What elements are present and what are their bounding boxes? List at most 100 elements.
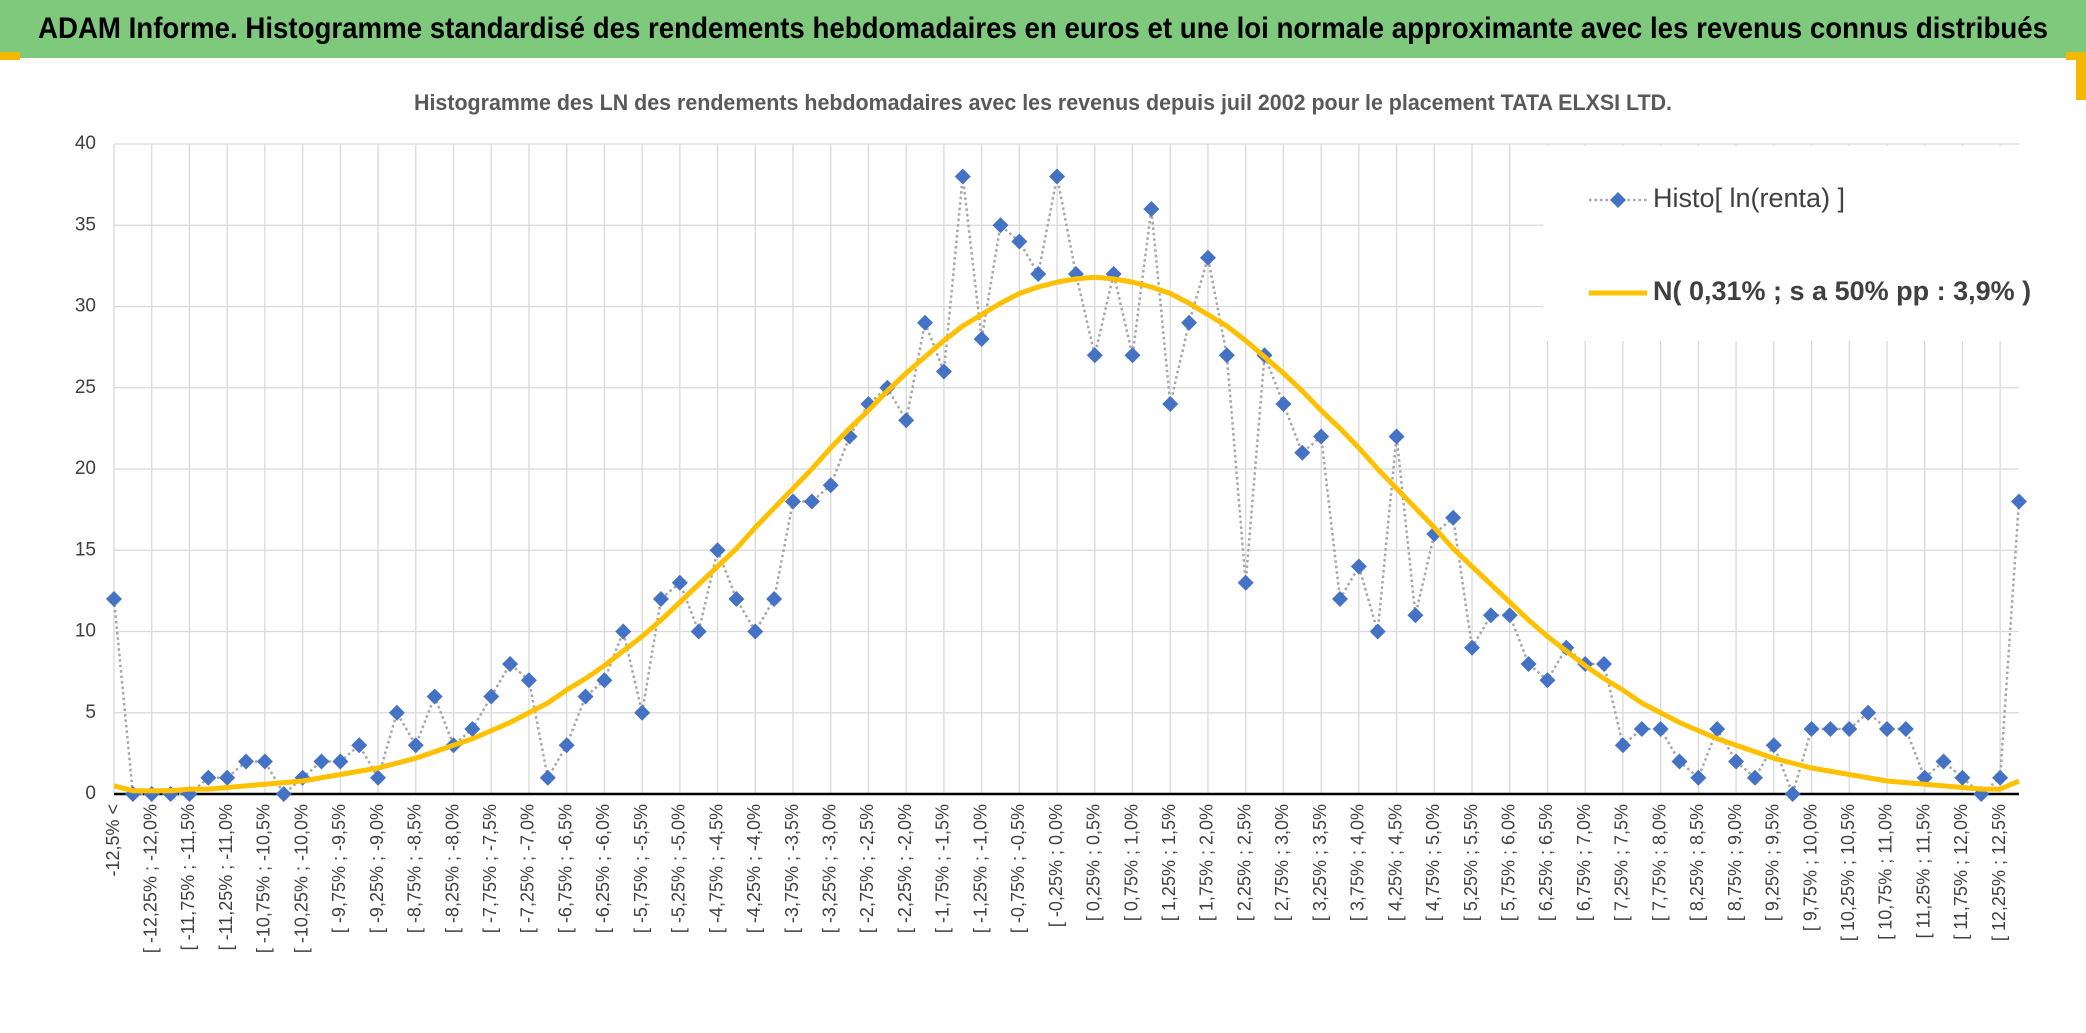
x-tick-label: [ -2,75% ; -2,5% [857,804,877,933]
y-tick-label: 0 [85,783,96,804]
header-title: ADAM Informe. Histogramme standardisé de… [38,12,2048,45]
data-point [275,786,292,802]
data-point [1482,607,1499,624]
x-tick-label: [ 9,75% ; 10,0% [1800,804,1820,931]
x-tick-label: [ -6,75% ; -6,5% [555,804,575,933]
series-line [113,274,2020,794]
data-point [464,721,481,737]
data-point [1294,444,1311,461]
x-tick-label: [ -9,75% ; -9,5% [329,804,349,933]
x-tick-label: [ -3,25% ; -3,0% [819,804,839,933]
legend-label: Histo[ ln(renta) ] [1653,183,1845,213]
x-tick-label: [ 3,75% ; 4,0% [1348,804,1368,921]
x-tick-label: [ 8,75% ; 9,0% [1725,804,1745,921]
x-tick-label: [ 4,75% ; 5,0% [1423,804,1443,921]
x-tick-label: [ -5,75% ; -5,5% [631,804,651,933]
data-point [634,704,651,721]
data-point [1464,639,1481,656]
data-point [351,737,368,754]
data-point [426,688,443,705]
data-point [1878,721,1895,737]
data-point [1765,737,1782,754]
data-point [1935,753,1952,770]
data-point [200,769,217,786]
data-point [917,314,934,331]
data-point [1086,347,1103,364]
data-point [615,623,632,640]
x-tick-label: [ -8,25% ; -8,0% [442,804,462,933]
data-point [992,217,1009,234]
data-point [709,542,726,559]
data-point [1331,591,1348,607]
x-tick-label: [ -12,25% ; -12,0% [140,804,160,953]
data-point [1614,737,1631,754]
data-point [313,753,330,770]
x-tick-label: [ -10,25% ; -10,0% [291,804,311,953]
data-point [1218,347,1235,364]
x-tick-label: [ 5,75% ; 6,0% [1498,804,1518,921]
data-point [483,688,500,705]
corner [2066,52,2086,60]
x-tick-label: [ 2,25% ; 2,5% [1234,804,1254,921]
data-point [502,656,519,672]
data-point [1860,704,1877,721]
data-point [520,672,537,689]
data-point [1350,558,1367,575]
data-point [1746,769,1763,786]
data-point [1049,168,1066,185]
data-point [256,753,273,770]
x-tick-label: [ 5,25% ; 5,5% [1461,804,1481,921]
data-point [766,591,783,607]
data-point [1709,721,1726,737]
data-point [577,688,594,705]
x-tick-label: [ 11,25% ; 11,5% [1913,804,1933,938]
data-point [785,493,802,510]
corner [2076,60,2086,100]
data-point [1199,249,1216,266]
x-tick-label: [ -4,25% ; -4,0% [744,804,764,933]
x-tick-label: [ -5,25% ; -5,0% [669,804,689,933]
data-point [1539,672,1556,689]
x-tick-label: [ 0,75% ; 1,0% [1121,804,1141,921]
x-tick-label: [ 0,25% ; 0,5% [1084,804,1104,921]
data-point [596,672,613,689]
data-point [1822,721,1839,737]
data-point [1237,574,1254,591]
x-tick-label: [ 10,25% ; 10,5% [1838,804,1858,941]
data-point [407,737,424,754]
x-tick-label: [ 7,25% ; 7,5% [1612,804,1632,921]
data-point [898,412,915,429]
x-tick-label: [ -3,75% ; -3,5% [782,804,802,933]
data-point [652,591,669,607]
data-point [973,331,990,347]
data-point [106,591,122,607]
x-tick-label: [ -7,25% ; -7,0% [518,804,538,933]
x-tick-label: [ -10,75% ; -10,5% [254,804,274,953]
x-tick-label: [ 6,75% ; 7,0% [1574,804,1594,921]
data-point [1690,769,1707,786]
y-tick-label: 35 [75,214,96,235]
legend-marker [1610,192,1626,208]
data-point [388,704,405,721]
y-tick-label: 30 [75,296,96,317]
data-point [1992,769,2009,786]
data-point [1143,201,1160,217]
y-tick-label: 25 [75,377,96,398]
x-tick-label: [ -9,25% ; -9,0% [367,804,387,933]
x-tick-label: [ 3,25% ; 3,5% [1310,804,1330,921]
x-tick-label: [ -7,75% ; -7,5% [480,804,500,933]
data-point [822,477,839,494]
data-point [1162,396,1179,412]
data-point [558,737,575,754]
data-point [1784,786,1801,802]
data-point [1633,721,1650,737]
x-tick-label: [ 1,75% ; 2,0% [1197,804,1217,921]
data-point [1652,721,1669,737]
x-tick-label: [ 4,25% ; 4,5% [1385,804,1405,921]
data-point [1596,656,1613,672]
data-point [1803,721,1820,737]
data-point [1369,623,1386,640]
x-tick-label: [ -1,25% ; -1,0% [970,804,990,933]
data-point [1030,266,1047,282]
